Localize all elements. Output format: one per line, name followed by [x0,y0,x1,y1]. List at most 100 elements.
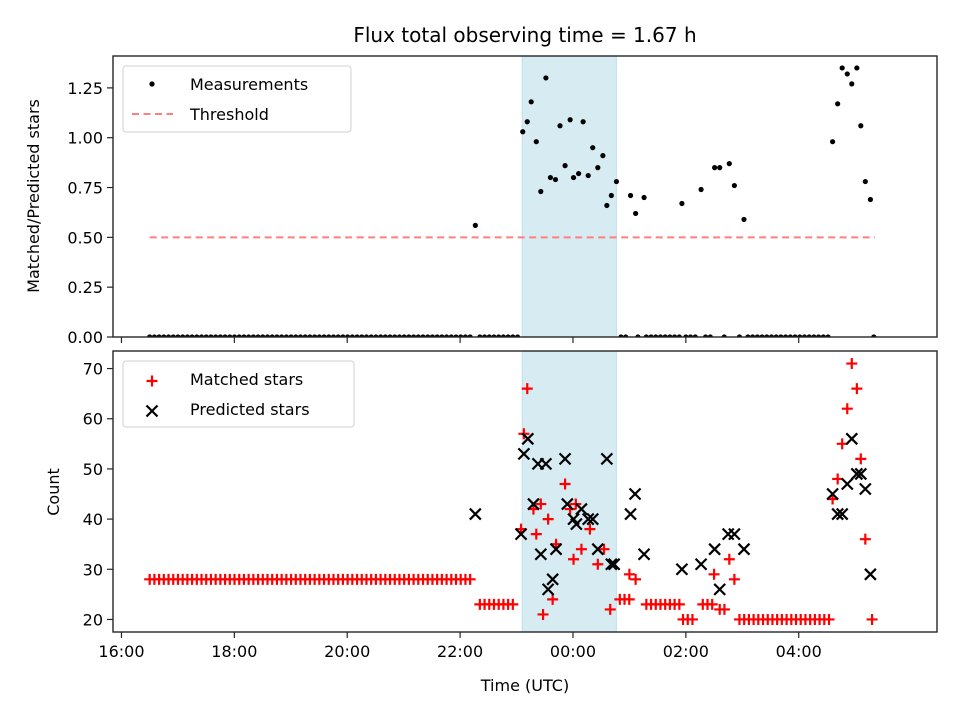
predicted-stars-point [575,502,588,516]
bottom-panel: 20 30 40 50 60 70 16:00 18:00 20:00 22:00 00:00 02:… [83,350,938,661]
measurements-point [604,202,610,209]
predicted-stars-point [835,507,849,521]
y-tick-label: 0.25 [67,278,103,297]
predicted-stars-point [605,557,618,571]
predicted-stars-point [840,477,854,491]
measurements-point [580,119,586,125]
predicted-stars-point [637,547,651,561]
predicted-stars-point [570,517,583,531]
top-panel: 0.00 0.25 0.50 0.75 1.00 1.25 Measurements Thre… [67,55,938,347]
predicted-stars-point [558,452,572,466]
y-tick-label: 50 [83,460,103,479]
matched-stars-point [537,608,549,620]
matched-stars-point [706,598,718,610]
legend-label: Matched stars [190,370,303,389]
predicted-stars-point [469,507,482,521]
measurements-point [595,165,601,171]
x-tick-label: 02:00 [663,642,709,661]
predicted-stars-point [624,507,637,521]
predicted-stars-point [539,457,553,471]
measurements-point [839,65,845,71]
measurements-point [741,216,747,223]
legend-label: Predicted stars [190,400,310,419]
predicted-stars-point [850,467,864,481]
measurements-point [585,172,591,179]
measurements-point [829,139,836,145]
legend-box [122,360,355,428]
matched-stars-point [547,593,559,605]
legend-label: Measurements [190,75,308,94]
matched-stars-point [521,383,533,395]
matched-stars-point [723,553,735,565]
y-tick-label: 0.00 [67,328,103,347]
legend-box [122,65,352,133]
matched-stars-point [855,453,867,465]
matched-stars-point [673,598,685,610]
matched-stars-point [584,523,596,535]
matched-stars-point [859,533,871,545]
matched-stars-point [535,498,547,510]
x-tick-label: 00:00 [550,642,596,661]
y-tick-label: 40 [83,510,103,529]
predicted-stars-point [854,467,868,481]
matched-stars-point [846,358,858,370]
matched-stars-point [623,568,635,580]
matched-stars-point [598,543,610,555]
y-tick-label: 1.25 [67,79,103,98]
measurements-point [858,123,864,129]
bottom-y-axis-label: Count [44,468,63,516]
plot-area [147,56,877,337]
measurements-point [600,153,606,159]
measurements-point [547,174,553,181]
measurements-point [538,188,544,195]
y-tick-label: 0.50 [67,228,103,247]
matched-stars-point [604,603,616,615]
legend-matched-swatch [146,375,158,387]
x-axis-label: Time (UTC) [480,676,569,695]
legend: Matched stars Predicted stars [122,360,355,428]
measurements-point [543,75,549,81]
predicted-stars-point [600,452,614,466]
measurements-point [576,170,582,177]
measurements-point [562,163,568,169]
measurements-point [712,165,718,171]
measurements-point [552,176,559,183]
top-y-axis-label: Matched/Predicted stars [24,99,43,293]
predicted-stars-point [845,432,859,446]
measurements-point [524,119,530,125]
measurements-point [717,165,723,171]
x-tick-label: 20:00 [324,642,370,661]
predicted-stars-point [708,542,721,556]
x-tick-label: 22:00 [437,642,483,661]
matched-stars-point [530,528,542,540]
y-tick-label: 0.75 [67,179,103,198]
predicted-stars-point [737,542,751,556]
measurements-point [731,182,737,189]
measurements-point [520,129,526,135]
measurements-point [590,145,596,151]
matched-stars-point [559,478,571,490]
predicted-stars-point [591,542,605,556]
x-tick-label: 18:00 [211,642,257,661]
plot-area [144,351,878,632]
measurements-point [849,81,855,87]
predicted-stars-point [546,573,559,586]
measurements-point [641,194,647,201]
x-tick-label: 16:00 [98,642,144,661]
axes-frame [112,55,938,338]
measurements-point [633,210,639,217]
predicted-stars-point [549,542,563,556]
matched-stars-point [866,613,878,625]
x-tick-label: 04:00 [776,642,822,661]
measurements-point [557,123,563,129]
matched-stars-point [592,558,604,570]
matched-stars-point [507,598,519,610]
measurements-point [613,178,620,185]
matched-stars-point [708,568,720,580]
measurements-point [567,117,573,123]
predicted-stars-point [586,512,600,526]
y-tick-label: 1.00 [67,129,103,148]
measurements-point [528,99,534,105]
predicted-stars-point [527,497,540,511]
